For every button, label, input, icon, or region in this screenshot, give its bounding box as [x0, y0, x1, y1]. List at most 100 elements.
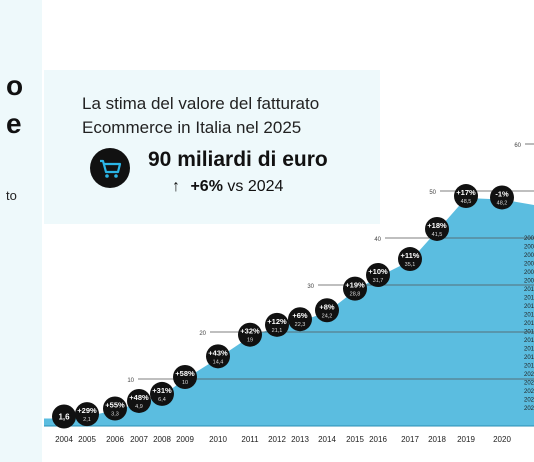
- x-tick-label: 2019: [457, 435, 475, 444]
- data-bubble: [75, 402, 99, 427]
- x-tick-label: 2009: [176, 435, 194, 444]
- y-tick-label: 60: [514, 143, 521, 149]
- legend-item: 201: [524, 296, 534, 302]
- y-tick-label: 20: [199, 331, 206, 337]
- x-tick-label: 2008: [153, 435, 171, 444]
- growth-reference: vs 2024: [227, 178, 284, 195]
- legend-item: 200: [524, 279, 534, 285]
- legend-item: 201: [524, 347, 534, 353]
- data-bubble: [103, 396, 127, 421]
- x-tick-label: 2020: [493, 435, 511, 444]
- legend-item: 202: [524, 398, 534, 404]
- value-label: 14,4: [213, 359, 224, 365]
- value-label: 28,8: [350, 292, 361, 298]
- x-tick-label: 2017: [401, 435, 419, 444]
- left-heading-fragment-1: o: [6, 70, 24, 101]
- value-label: 6,4: [158, 397, 166, 403]
- legend-item: 201: [524, 304, 534, 310]
- x-tick-label: 2016: [369, 435, 387, 444]
- x-tick-label: 2005: [78, 435, 96, 444]
- info-subtitle: La stima del valore del fatturato Ecomme…: [82, 94, 320, 137]
- area-fill: [44, 198, 534, 426]
- value-label: 19: [247, 338, 253, 344]
- value-label: 48,5: [461, 199, 472, 205]
- estimate-value: 90 miliardi di euro: [148, 148, 328, 171]
- legend-item: 201: [524, 364, 534, 370]
- x-tick-label: 2015: [346, 435, 364, 444]
- value-label: 41,5: [432, 232, 443, 238]
- legend-item: 201: [524, 313, 534, 319]
- value-label: 35,1: [405, 262, 416, 268]
- value-label: 10: [182, 380, 188, 386]
- x-tick-label: 2011: [241, 435, 259, 444]
- growth-label: +58%: [175, 369, 195, 378]
- legend-item: 200: [524, 262, 534, 268]
- legend-item: 202: [524, 389, 534, 395]
- data-bubble: [425, 216, 449, 241]
- data-bubble: [265, 312, 289, 337]
- growth-label: +8%: [319, 302, 335, 311]
- growth-label: +10%: [368, 267, 388, 276]
- legend-item: 202: [524, 406, 534, 412]
- data-bubble: [343, 276, 367, 301]
- left-heading-fragment-2: e: [6, 108, 22, 139]
- growth-label: -1%: [495, 189, 509, 198]
- legend-item: 202: [524, 372, 534, 378]
- data-bubble: [238, 322, 262, 347]
- x-tick-label: 2010: [209, 435, 227, 444]
- legend-item: 202: [524, 381, 534, 387]
- legend-item: 200: [524, 270, 534, 276]
- data-bubble: [206, 344, 230, 369]
- y-tick-label: 40: [374, 237, 381, 243]
- x-tick-label: 2012: [268, 435, 286, 444]
- x-tick-label: 2004: [55, 435, 73, 444]
- growth-row: ↑ +6% vs 2024: [172, 178, 283, 196]
- growth-label: +31%: [152, 386, 172, 395]
- legend-item: 201: [524, 330, 534, 336]
- data-bubble: [366, 263, 390, 288]
- legend-item: 201: [524, 287, 534, 293]
- growth-label: +29%: [77, 406, 97, 415]
- arrow-up-icon: ↑: [172, 178, 180, 195]
- data-bubble: [127, 388, 151, 413]
- growth-label: +19%: [345, 281, 365, 290]
- y-tick-label: 30: [307, 284, 314, 290]
- growth-label: +43%: [208, 348, 228, 357]
- value-label: 4,9: [135, 404, 143, 410]
- value-label: 1,6: [58, 412, 70, 421]
- data-bubble: [398, 247, 422, 272]
- growth-label: +18%: [427, 221, 447, 230]
- data-bubble: [315, 298, 339, 323]
- growth-label: +11%: [401, 251, 420, 260]
- data-bubble: [173, 365, 197, 389]
- x-tick-label: 2007: [130, 435, 148, 444]
- data-bubble: [454, 184, 478, 209]
- growth-label: +17%: [456, 188, 476, 197]
- growth-percent: +6%: [190, 178, 223, 195]
- data-bubble: [52, 404, 76, 429]
- value-label: 3,3: [111, 411, 119, 417]
- growth-label: +32%: [240, 327, 260, 336]
- y-tick-label: 50: [429, 190, 436, 196]
- shopping-cart-icon: [90, 148, 130, 188]
- legend-item: 201: [524, 321, 534, 327]
- x-tick-label: 2014: [318, 435, 336, 444]
- value-label: 21,1: [272, 328, 283, 334]
- left-text-fragment: to: [6, 188, 17, 203]
- x-tick-label: 2018: [428, 435, 446, 444]
- legend-item: 200: [524, 236, 534, 242]
- value-label: 22,3: [295, 322, 306, 328]
- x-tick-label: 2013: [291, 435, 309, 444]
- growth-label: +6%: [292, 311, 308, 320]
- legend-item: 200: [524, 245, 534, 251]
- growth-label: +48%: [129, 393, 149, 402]
- growth-label: +12%: [267, 317, 287, 326]
- value-label: 2,1: [83, 417, 91, 423]
- legend-item: 201: [524, 338, 534, 344]
- x-tick-label: 2006: [106, 435, 124, 444]
- y-tick-label: 10: [127, 378, 134, 384]
- info-box: La stima del valore del fatturato Ecomme…: [44, 70, 380, 224]
- legend-item: 201: [524, 355, 534, 361]
- value-label: 31,7: [373, 278, 384, 284]
